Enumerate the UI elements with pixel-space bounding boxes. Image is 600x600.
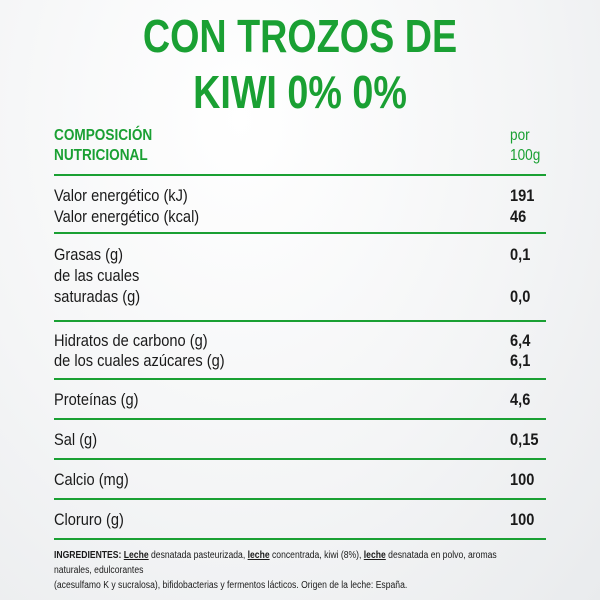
- table-divider: [54, 458, 546, 460]
- salt-label: Sal (g): [54, 430, 98, 449]
- table-divider: [54, 232, 546, 234]
- product-title-line-2: KIWI 0% 0%: [193, 66, 407, 118]
- calcium-value: 100: [510, 470, 535, 489]
- saturated-label-line-2: saturadas (g): [54, 287, 141, 306]
- protein-label: Proteínas (g): [54, 390, 139, 409]
- allergen-leche: leche: [247, 550, 270, 561]
- table-divider: [54, 498, 546, 500]
- composition-heading-line-1: COMPOSICIÓN: [54, 127, 153, 144]
- carbs-value: 6,4: [510, 331, 531, 350]
- table-divider: [54, 418, 546, 420]
- chloride-value: 100: [510, 510, 535, 529]
- table-divider: [54, 174, 546, 176]
- ingredients-line-1: INGREDIENTES: Leche desnatada pasteuriza…: [54, 548, 536, 578]
- composition-heading: COMPOSICIÓN NUTRICIONAL: [54, 126, 152, 166]
- saturated-value: 0,0: [510, 287, 531, 306]
- ingredients-line-2: (acesulfamo K y sucralosa), bifidobacter…: [54, 580, 408, 591]
- table-row-protein: Proteínas (g) 4,6: [54, 380, 546, 418]
- fats-value: 0,1: [510, 245, 531, 264]
- allergen-leche: Leche: [123, 550, 149, 561]
- chloride-label: Cloruro (g): [54, 510, 124, 529]
- fats-label: Grasas (g): [54, 245, 124, 264]
- energy-kcal-label: Valor energético (kcal): [54, 207, 200, 226]
- energy-kj-value: 191: [510, 186, 535, 205]
- sugars-value: 6,1: [510, 351, 531, 370]
- ingredients-part-2: concentrada, kiwi (8%),: [269, 550, 364, 561]
- ingredients-part-1: desnatada pasteurizada,: [148, 550, 248, 561]
- table-divider: [54, 378, 546, 380]
- per-100g-heading: por 100g: [510, 126, 540, 166]
- table-row-salt: Sal (g) 0,15: [54, 420, 546, 458]
- table-row-energy: Valor energético (kJ) 191 Valor energéti…: [54, 176, 546, 232]
- table-row-chloride: Cloruro (g) 100: [54, 500, 546, 538]
- table-row-fats: Grasas (g) 0,1 de las cuales saturadas (…: [54, 234, 546, 320]
- nutrition-table-header: COMPOSICIÓN NUTRICIONAL por 100g: [54, 124, 546, 174]
- saturated-label-line-1: de las cuales: [54, 266, 140, 285]
- table-row-carbs: Hidratos de carbono (g) 6,4 de los cuale…: [54, 322, 546, 378]
- table-divider: [54, 538, 546, 540]
- sugars-label: de los cuales azúcares (g): [54, 351, 225, 370]
- composition-heading-line-2: NUTRICIONAL: [54, 147, 148, 164]
- protein-value: 4,6: [510, 390, 531, 409]
- table-divider: [54, 320, 546, 322]
- nutrition-table: COMPOSICIÓN NUTRICIONAL por 100g Valor e…: [54, 124, 546, 540]
- calcium-label: Calcio (mg): [54, 470, 129, 489]
- ingredients-heading: INGREDIENTES:: [54, 550, 122, 561]
- salt-value: 0,15: [510, 430, 539, 449]
- carbs-label: Hidratos de carbono (g): [54, 331, 208, 350]
- table-row-calcium: Calcio (mg) 100: [54, 460, 546, 498]
- energy-kj-label: Valor energético (kJ): [54, 186, 188, 205]
- ingredients-part-3: desnatada en polvo, aromas naturales, ed…: [54, 550, 497, 576]
- product-title-line-1: CON TROZOS DE: [142, 10, 458, 62]
- energy-kcal-value: 46: [510, 207, 527, 226]
- per-heading-line-2: 100g: [510, 147, 541, 164]
- allergen-leche: leche: [363, 550, 386, 561]
- per-heading-line-1: por: [510, 127, 530, 144]
- ingredients-text: INGREDIENTES: Leche desnatada pasteuriza…: [54, 548, 536, 593]
